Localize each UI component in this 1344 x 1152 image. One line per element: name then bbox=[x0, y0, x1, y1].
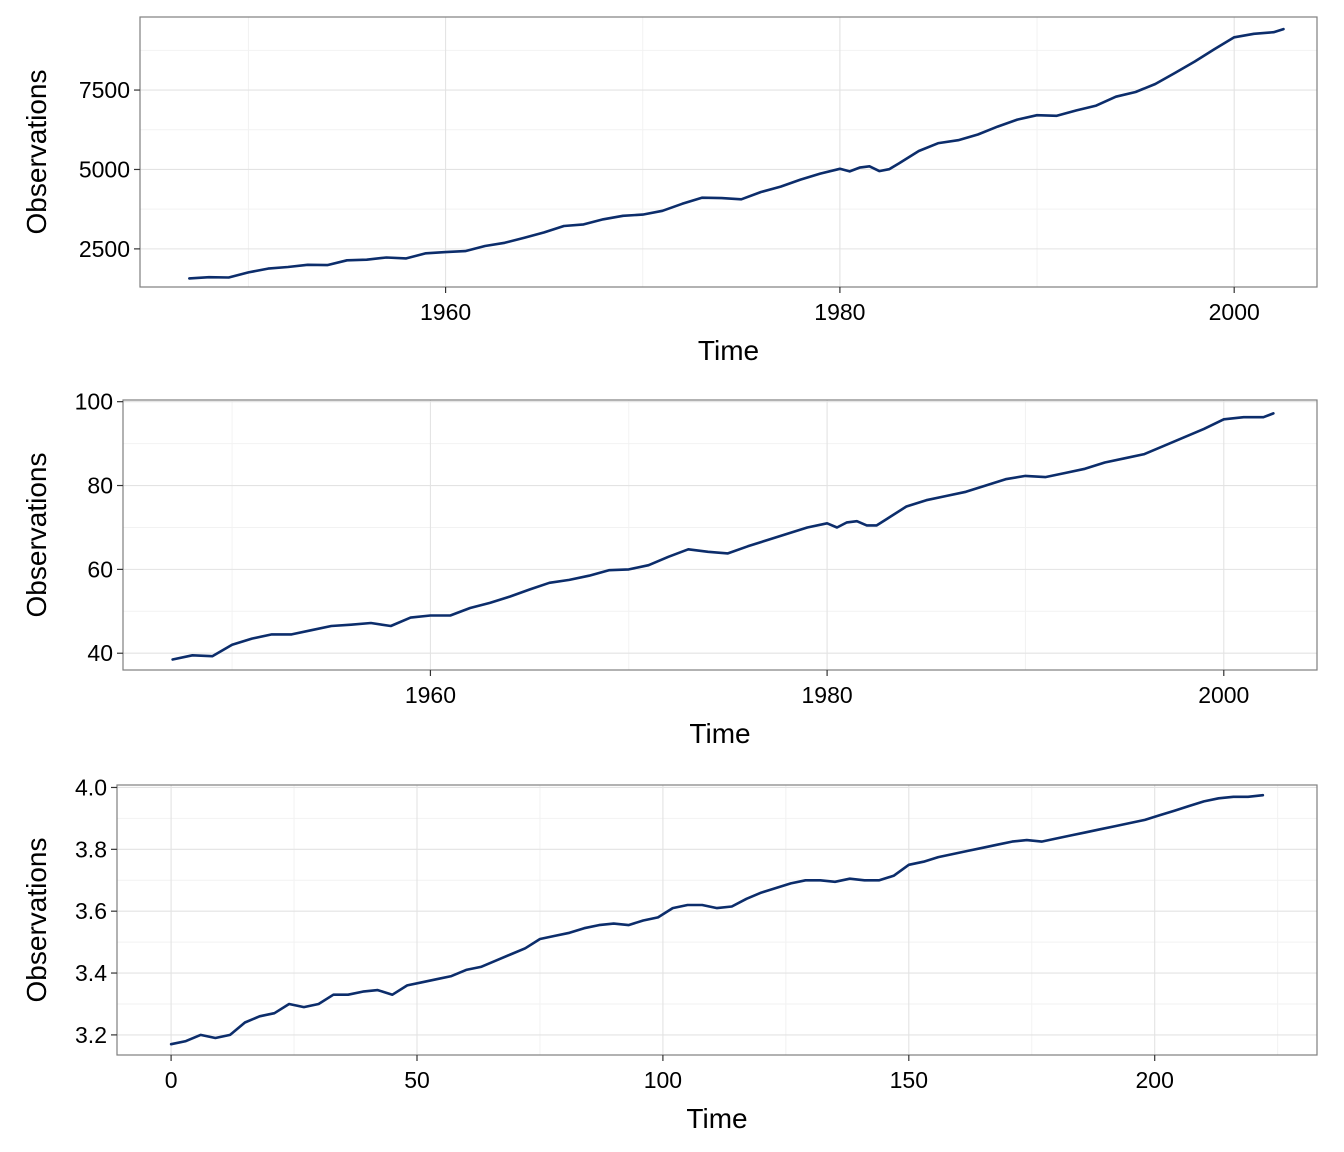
panel-3-x-axis-title: Time bbox=[686, 1103, 747, 1134]
y-tick-label: 7500 bbox=[79, 77, 130, 103]
panel-2-axes: 1960 1980 2000 40 60 80 100 bbox=[75, 389, 1250, 708]
panel-2-border bbox=[122, 399, 1318, 671]
x-tick-label: 150 bbox=[890, 1067, 928, 1093]
x-tick-label: 1980 bbox=[802, 682, 853, 708]
x-tick-label: 50 bbox=[404, 1067, 430, 1093]
y-tick-label: 80 bbox=[87, 473, 113, 499]
panel-1-grid bbox=[140, 17, 1317, 287]
panel-3-border bbox=[116, 784, 1318, 1056]
x-tick-label: 1960 bbox=[405, 682, 456, 708]
panel-3-grid bbox=[117, 785, 1317, 1055]
x-tick-label: 1960 bbox=[420, 299, 471, 325]
panel-3-series bbox=[169, 793, 1265, 1046]
series-line bbox=[169, 793, 1265, 1046]
panel-2-grid bbox=[123, 400, 1317, 670]
x-tick-label: 1980 bbox=[814, 299, 865, 325]
x-tick-label: 0 bbox=[165, 1067, 178, 1093]
x-tick-label: 100 bbox=[644, 1067, 682, 1093]
series-line bbox=[188, 27, 1285, 280]
panel-3: 0 50 100 150 200 3.2 3.4 3.6 3.8 4.0 Time Observa… bbox=[21, 774, 1318, 1134]
y-tick-label: 100 bbox=[75, 389, 113, 415]
panel-1: 1960 1980 2000 2500 5000 7500 Time Observatio… bbox=[21, 16, 1318, 366]
y-tick-label: 3.8 bbox=[75, 836, 107, 862]
panel-3-y-axis-title: Observations bbox=[21, 838, 52, 1003]
y-tick-label: 2500 bbox=[79, 236, 130, 262]
y-tick-label: 3.2 bbox=[75, 1022, 107, 1048]
x-tick-label: 2000 bbox=[1209, 299, 1260, 325]
series-line bbox=[171, 412, 1275, 661]
x-tick-label: 200 bbox=[1136, 1067, 1174, 1093]
panel-1-axes: 1960 1980 2000 2500 5000 7500 bbox=[79, 77, 1260, 325]
y-tick-label: 60 bbox=[87, 556, 113, 582]
panel-1-y-axis-title: Observations bbox=[21, 70, 52, 235]
panel-2: 1960 1980 2000 40 60 80 100 Time Observations bbox=[21, 389, 1318, 749]
panel-3-axes: 0 50 100 150 200 3.2 3.4 3.6 3.8 4.0 bbox=[75, 774, 1174, 1093]
panel-2-x-axis-title: Time bbox=[689, 718, 750, 749]
y-tick-label: 40 bbox=[87, 640, 113, 666]
panel-2-series bbox=[171, 412, 1275, 661]
x-tick-label: 2000 bbox=[1198, 682, 1249, 708]
panel-2-y-axis-title: Observations bbox=[21, 453, 52, 618]
y-tick-label: 3.6 bbox=[75, 898, 107, 924]
panel-1-series bbox=[188, 27, 1285, 280]
panel-1-border bbox=[139, 16, 1318, 288]
panel-1-x-axis-title: Time bbox=[698, 335, 759, 366]
y-tick-label: 4.0 bbox=[75, 774, 107, 800]
y-tick-label: 5000 bbox=[79, 156, 130, 182]
y-tick-label: 3.4 bbox=[75, 960, 107, 986]
